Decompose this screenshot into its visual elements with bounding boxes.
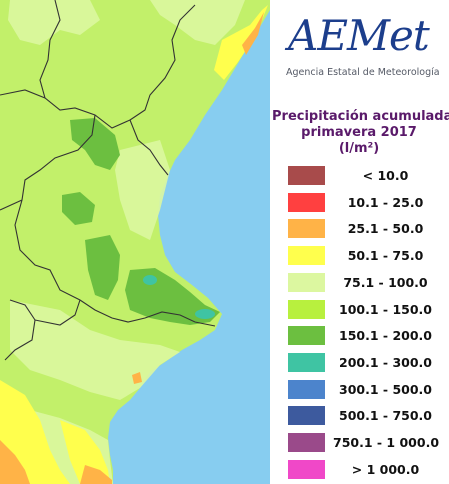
zone-50-75 xyxy=(214,5,268,80)
aemet-agency-name: Agencia Estatal de Meteorología xyxy=(286,67,440,78)
legend-label: < 10.0 xyxy=(362,168,409,183)
legend-label: 750.1 - 1 000.0 xyxy=(333,435,440,450)
zone-75-100 xyxy=(150,0,245,45)
legend-title: Precipitación acumulada primavera 2017 (… xyxy=(272,109,449,157)
legend-swatch xyxy=(288,406,325,426)
zone-200-300 xyxy=(143,275,157,285)
zone-75-100 xyxy=(115,140,170,240)
legend-label: 200.1 - 300.0 xyxy=(339,354,432,370)
aemet-logo-wordmark: AEMet xyxy=(288,11,430,60)
precipitation-map xyxy=(0,0,270,484)
legend-swatch xyxy=(288,326,325,346)
zone-150-200 xyxy=(70,118,120,170)
legend-label: 75.1 - 100.0 xyxy=(343,274,428,290)
legend-swatch xyxy=(288,192,325,212)
zone-25-50 xyxy=(0,440,30,484)
zone-150-200 xyxy=(85,235,120,300)
zone-25-50 xyxy=(132,372,142,384)
legend-label: 150.1 - 200.0 xyxy=(339,328,432,344)
legend-swatch xyxy=(288,459,325,479)
zone-50-75 xyxy=(0,380,70,484)
legend-item: 25.1 - 50.0 xyxy=(288,219,438,239)
legend-label: 100.1 - 150.0 xyxy=(339,301,432,317)
legend-item: 300.1 - 500.0 xyxy=(288,379,438,400)
legend-label: 10.1 - 25.0 xyxy=(347,194,424,210)
legend-swatch xyxy=(288,272,325,292)
legend-label: 50.1 - 75.0 xyxy=(347,248,424,264)
legend-label: 25.1 - 50.0 xyxy=(347,221,424,237)
legend-title-line-3: (l/m²) xyxy=(338,141,380,156)
legend-swatch xyxy=(288,246,325,266)
legend-item: 75.1 - 100.0 xyxy=(288,272,438,293)
zone-25-50 xyxy=(80,465,112,484)
legend-item: 750.1 - 1 000.0 xyxy=(288,433,440,453)
legend-swatch xyxy=(288,352,325,372)
zone-75-100 xyxy=(8,0,100,45)
legend-swatch xyxy=(288,379,325,399)
legend-title-line-2: primavera 2017 xyxy=(301,125,417,140)
legend-item: 500.1 - 750.0 xyxy=(288,406,438,426)
legend-swatch xyxy=(288,166,325,185)
legend-title-line-1: Precipitación acumulada xyxy=(272,109,449,124)
legend-label: 300.1 - 500.0 xyxy=(339,381,432,397)
legend-item: 200.1 - 300.0 xyxy=(288,352,438,373)
legend-label: 500.1 - 750.0 xyxy=(339,408,432,424)
legend-item: 10.1 - 25.0 xyxy=(288,192,438,213)
zone-25-50 xyxy=(242,12,264,55)
legend-label: > 1 000.0 xyxy=(351,461,420,477)
zone-150-200 xyxy=(62,192,95,225)
legend-item: < 10.0 xyxy=(288,166,438,186)
legend-item: 50.1 - 75.0 xyxy=(288,246,438,266)
legend-item: 100.1 - 150.0 xyxy=(288,299,438,320)
legend-item: > 1 000.0 xyxy=(288,459,438,480)
legend-swatch xyxy=(288,433,325,452)
zone-200-300 xyxy=(195,309,215,319)
zone-50-75 xyxy=(60,420,110,484)
legend-swatch xyxy=(288,299,325,319)
province-borders xyxy=(0,0,216,361)
aemet-logo: AEMet Agencia Estatal de Meteorología xyxy=(280,12,440,82)
legend-item: 150.1 - 200.0 xyxy=(288,326,438,346)
legend-swatch xyxy=(288,219,325,239)
